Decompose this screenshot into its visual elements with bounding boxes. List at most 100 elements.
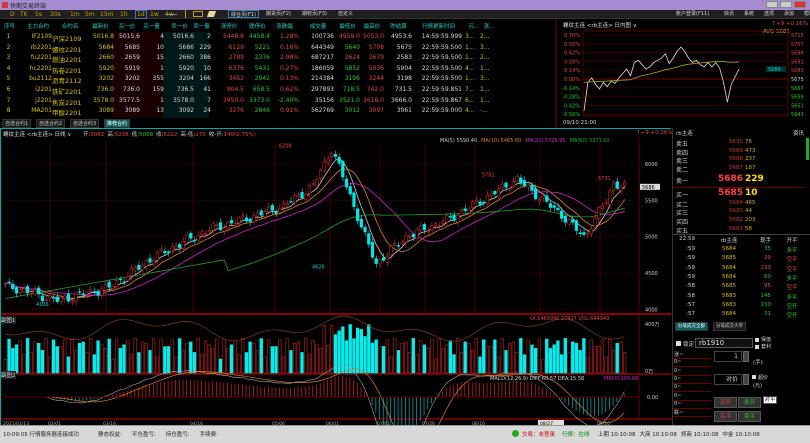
intraday-chart[interactable]: 螺纹主连 <rb主连> 日内图 ∨ ↑+9 +0.16% AVG 5681 09…	[559, 19, 810, 128]
column-header[interactable]: 卖一价	[171, 24, 188, 30]
cell-卖一量: 2	[207, 33, 211, 40]
column-header[interactable]: 主力合约	[26, 24, 49, 30]
period-button-1d[interactable]: 1d	[135, 10, 147, 19]
tab-2[interactable]: 期权页(F3)	[302, 11, 327, 17]
kline-chart[interactable]: 螺纹主连 <rb主连> 日线 ∨ 开:5082 高:5238 低:5068 收:522…	[0, 128, 673, 426]
table-row[interactable]: 5 bu2112 沥青2112 3202 3202 355 3204 166 3452 2942 0…	[0, 75, 557, 85]
price-stepper[interactable]	[743, 374, 749, 385]
depth-row[interactable]: 买二 5684 465	[673, 200, 805, 209]
volume-bar	[189, 341, 193, 374]
column-header[interactable]: 序号	[3, 24, 15, 30]
trade-state[interactable]: 交易：未登录	[522, 432, 556, 438]
sell-close-button[interactable]: 卖平	[738, 411, 761, 422]
table-row[interactable]: 1 IF2109 沪深2109 5016.8 5015.6 4 5016.6 2 5448.8 4…	[0, 33, 557, 43]
rectangle-tool-icon[interactable]	[193, 11, 203, 17]
column-header[interactable]: 涨...	[483, 24, 495, 30]
close-today-button[interactable]: 对平	[763, 396, 777, 404]
cell-最高价: 5708	[368, 43, 384, 51]
depth-row[interactable]: 卖三 5688 237	[673, 156, 805, 165]
quantity-input[interactable]: 1	[714, 351, 742, 362]
menu-2[interactable]: 系统	[744, 11, 755, 17]
column-header[interactable]: 最新价	[92, 24, 109, 30]
table-row[interactable]: 2 rb2201 螺纹2201 5684 5685 10 5686 229 6129 5221 0.…	[0, 44, 557, 54]
column-header[interactable]: 买一量	[143, 24, 160, 30]
depth-row[interactable]: 买五 5681 58	[673, 226, 805, 235]
watchlist-tab-1[interactable]: 自选合约2	[36, 119, 66, 128]
depth-row[interactable]: 卖一 5686 229	[673, 174, 805, 185]
menu-0[interactable]: 账户登录(F11)	[676, 11, 710, 17]
minimize-button[interactable]	[766, 1, 778, 8]
period-button-5s[interactable]: 5s	[35, 11, 42, 18]
lock-checkbox[interactable]	[676, 341, 681, 346]
table-row[interactable]: 8 MA201 甲醇2201 3089 3089 13 3092 24 3276 2846 0.91…	[0, 107, 557, 117]
column-header[interactable]: 昨结算	[390, 24, 407, 30]
column-header[interactable]: 跌停价	[249, 24, 266, 30]
depth-row[interactable]: 买三 5683 44	[673, 208, 805, 217]
column-header[interactable]: 成交量	[309, 24, 327, 30]
tick-tab-0[interactable]: 分笔成交全部	[675, 322, 708, 331]
period-button-1w[interactable]: 1w	[150, 11, 159, 18]
cell-跌停价: 5431	[254, 64, 270, 72]
period-button-15m[interactable]: 15m	[100, 11, 114, 18]
column-header[interactable]: 行情更新时间	[421, 24, 455, 30]
tab-0[interactable]: 综合页(F1)	[228, 10, 259, 18]
period-button-1m[interactable]: 1m	[70, 11, 80, 18]
depth-row[interactable]: 卖五 5690 76	[673, 139, 805, 148]
column-header[interactable]: 涨停价	[220, 24, 238, 30]
depth-row[interactable]: 卖四 5689 473	[673, 148, 805, 157]
contract-input[interactable]: rb1910	[695, 338, 753, 348]
tick-type: 多平	[786, 294, 798, 301]
price-input[interactable]: 对价	[714, 374, 742, 385]
sell-open-button[interactable]: 卖开	[738, 397, 761, 408]
period-button-5m[interactable]: 5m	[85, 11, 95, 18]
period-button-1h[interactable]: 1h	[120, 11, 128, 18]
candle-body	[537, 198, 541, 202]
line-tool-icon[interactable]	[165, 14, 177, 15]
tab-3[interactable]: 自定义	[338, 11, 354, 17]
menu-5[interactable]: 帮助	[804, 11, 810, 17]
cell-最低价: 3012	[344, 107, 360, 115]
news-tab[interactable]: 资讯	[793, 131, 805, 137]
candle-body	[51, 297, 56, 299]
menu-3[interactable]: 选项	[764, 11, 775, 17]
period-button-d[interactable]: D	[10, 11, 15, 18]
buy-close-button[interactable]: 买平	[714, 411, 737, 422]
depth-row[interactable]: 卖二 5687 187	[673, 165, 805, 174]
period-button-tk[interactable]: TK	[20, 11, 28, 18]
watchlist-tab-0[interactable]: 自选合约1	[2, 119, 32, 128]
tab-1[interactable]: 期货页(F2)	[266, 11, 291, 17]
watchlist-tab-2[interactable]: 自选合约3	[70, 119, 100, 128]
table-row[interactable]: 7 j2201 焦炭2201 3578.0 3577.5 1 3578.0 7 3959.0 33…	[0, 97, 557, 107]
table-row[interactable]: 4 hc2201 热卷2201 5920 5919 1 5920 10 6376 5431 0.27…	[0, 65, 557, 75]
hedge-checkbox[interactable]	[755, 338, 759, 342]
volume-bar	[18, 340, 22, 374]
cell-最新价: 736.0	[96, 86, 114, 93]
column-header[interactable]: 卖一量	[193, 24, 210, 30]
period-button-30s[interactable]: 30s	[50, 11, 61, 18]
depth-row[interactable]: 买一 5685 10	[673, 188, 805, 199]
column-header[interactable]: 合约名	[61, 24, 79, 30]
table-row[interactable]: 6 i2201 铁矿2201 736.0 736.0 159 736.5 41 804.5 658…	[0, 86, 557, 96]
cell-行情更新时间: 22:59:59.851	[421, 86, 462, 93]
column-header[interactable]: 最高价	[363, 24, 381, 30]
menu-4[interactable]: 添加	[784, 11, 795, 17]
scrollbar[interactable]	[806, 138, 809, 160]
column-header[interactable]: 最低价	[339, 24, 356, 30]
close-button[interactable]	[794, 1, 806, 8]
overprice-checkbox[interactable]	[752, 375, 756, 379]
tick-tab-1[interactable]: 分笔成交大单	[713, 322, 746, 331]
table-row[interactable]: 3 fu2201 燃油2201 2660 2659 15 2660 386 2789 2376 2.…	[0, 54, 557, 64]
quantity-stepper[interactable]	[743, 351, 749, 362]
column-header[interactable]: 涨跌幅	[276, 24, 293, 30]
menu-1[interactable]: 快讯	[724, 11, 735, 17]
intraday-header[interactable]: 螺纹主连 <rb主连> 日内图 ∨	[563, 23, 637, 29]
buy-open-button[interactable]: 买开	[714, 397, 737, 408]
column-header[interactable]: 买一价	[118, 24, 136, 30]
column-header[interactable]: 沉...	[468, 24, 479, 30]
maximize-button[interactable]	[780, 1, 792, 8]
watchlist-tab-3[interactable]: 推荐合约	[104, 119, 131, 128]
eraser-icon[interactable]	[206, 11, 217, 17]
kline-header[interactable]: 螺纹主连 <rb主连> 日线 ∨	[3, 132, 72, 138]
depth-row[interactable]: 买四 5682 203	[673, 217, 805, 226]
arbitrage-checkbox[interactable]	[755, 345, 759, 349]
